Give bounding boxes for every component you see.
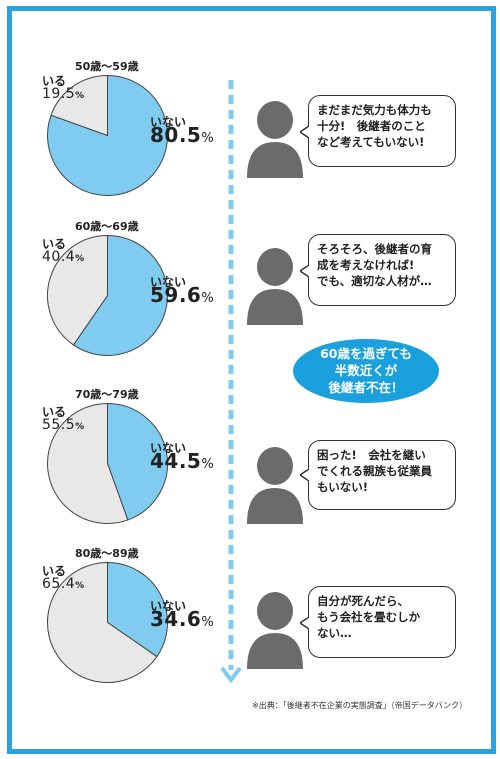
age-label: 80歳～89歳	[75, 547, 139, 560]
pie-block-70s: 70歳～79歳 いる 55.5% いない 44.5%	[0, 386, 230, 566]
iru-value: 40.4	[42, 249, 76, 265]
pie-block-50s: 50歳～59歳 いる 19.5% いない 80.5%	[0, 58, 230, 238]
infographic-frame	[7, 6, 496, 754]
age-label: 60歳～69歳	[75, 220, 139, 233]
iru-label: いる 55.5%	[42, 405, 85, 433]
callout-line: 後継者不在！	[328, 380, 404, 395]
person-icon	[247, 592, 303, 669]
bubble-line: もう会社を畳むしか	[317, 610, 421, 624]
age-label: 50歳～59歳	[75, 60, 139, 73]
bubble-line: ない…	[317, 626, 352, 640]
person-icon	[247, 101, 303, 178]
iru-label: いる 40.4%	[42, 237, 85, 265]
speech-bubble: まだまだ気力も体力も 十分! 後継者のこと など考えてもいない!	[300, 95, 456, 167]
bubble-line: まだまだ気力も体力も	[317, 103, 432, 117]
pie-slice-iru	[47, 234, 108, 346]
inai-value: 44.5	[150, 449, 202, 473]
pie-chart-60s	[47, 234, 168, 356]
pie-slice-iru	[47, 402, 129, 524]
pie-block-60s: 60歳～69歳 いる 40.4% いない 59.6%	[0, 218, 230, 398]
bubble-line: でくれる親族も従業員	[317, 464, 432, 478]
iru-value: 19.5	[42, 86, 76, 102]
bubble-line: 自分が死んだら、	[317, 594, 409, 608]
pie-slice-iru	[50, 74, 108, 137]
speech-bubble: 自分が死んだら、 もう会社を畳むしか ない…	[300, 586, 456, 658]
person-icon	[247, 248, 303, 325]
iru-label: いる 19.5%	[42, 74, 85, 102]
timeline-arrow-icon	[220, 80, 242, 684]
source-note: ※出典：「後継者不在企業の実態調査」（帝国データバンク）	[252, 701, 468, 710]
age-label: 70歳～79歳	[75, 388, 139, 401]
callout-line: 半数近くが	[334, 363, 398, 378]
bubble-line: 困った! 会社を継い	[317, 448, 426, 462]
iru-value: 65.4	[42, 576, 76, 592]
bubble-line: でも、適切な人材が…	[317, 274, 432, 288]
inai-value: 80.5	[150, 123, 202, 147]
pie-chart-80s	[47, 561, 168, 683]
speech-bubble: そろそろ、後継者の育 成を考えなければ! でも、適切な人材が…	[300, 234, 456, 306]
iru-label: いる 65.4%	[42, 564, 85, 592]
inai-value: 34.6	[150, 607, 202, 631]
bubble-line: そろそろ、後継者の育	[317, 242, 432, 256]
pie-block-80s: 80歳～89歳 いる 65.4% いない 34.6%	[0, 545, 230, 725]
iru-value: 55.5	[42, 417, 76, 433]
pie-slice-inai	[72, 234, 168, 356]
pie-chart-70s	[47, 402, 168, 524]
bubble-line: 成を考えなければ!	[317, 258, 415, 272]
pie-slice-inai	[107, 402, 168, 521]
pie-chart-50s	[47, 74, 168, 196]
inai-label: いない 80.5%	[150, 115, 214, 147]
bubble-line: など考えてもいない!	[317, 135, 425, 149]
pie-slice-iru	[47, 561, 158, 683]
callout-line: 60歳を過ぎても	[320, 346, 412, 361]
inai-label: いない 44.5%	[150, 441, 214, 473]
summary-callout: 60歳を過ぎても 半数近くが 後継者不在！	[293, 339, 439, 403]
bubble-line: 十分! 後継者のこと	[317, 119, 426, 133]
person-icon	[247, 447, 303, 524]
bubble-line: もいない!	[317, 480, 369, 494]
inai-value: 59.6	[150, 283, 202, 307]
inai-label: いない 59.6%	[150, 275, 214, 307]
pie-slice-inai	[107, 561, 168, 658]
inai-label: いない 34.6%	[150, 599, 214, 631]
speech-bubble: 困った! 会社を継い でくれる親族も従業員 もいない!	[300, 440, 456, 510]
